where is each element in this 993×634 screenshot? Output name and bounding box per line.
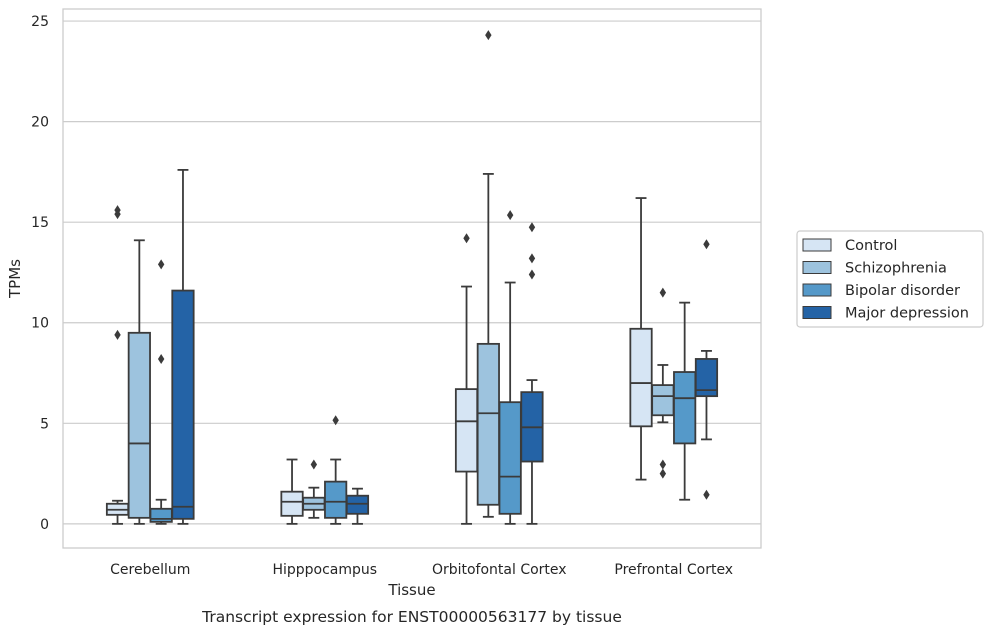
outlier-point [332,415,339,426]
box-3-2 [520,222,544,525]
box-3-1 [345,487,370,525]
box-1-2 [476,30,500,518]
box-body [345,494,370,515]
x-tick-label-0: Cerebellum [110,562,190,578]
x-tick-label-1: Hipppocampus [272,562,377,578]
outlier-point [310,459,318,470]
outlier-point [528,222,536,233]
box-2-1 [324,415,348,525]
box-body [127,331,151,519]
legend-label-1: Schizophrenia [845,261,947,277]
legend-label-0: Control [845,238,897,254]
outlier-point [485,30,492,41]
box-body [171,289,195,520]
outlier-point [114,329,121,340]
outlier-point [528,269,536,280]
legend-label-3: Major depression [845,306,969,322]
y-tick-label-25: 25 [31,14,49,30]
box-body [673,371,697,445]
box-3-0 [171,168,195,525]
outlier-point [703,489,710,500]
x-tick-label-2: Orbitofontal Cortex [432,562,567,578]
legend-swatch-2 [802,283,832,297]
legend-label-2: Bipolar disorder [845,283,960,299]
outlier-point [659,468,667,479]
box-body [476,342,500,506]
y-axis-label: TPMs [6,259,24,299]
outlier-point [659,287,667,298]
y-tick-label-5: 5 [40,416,49,432]
legend-frame [796,230,984,328]
chart-caption: Transcript expression for ENST0000056317… [201,608,622,626]
box-body [498,401,522,515]
box-0-1 [280,458,304,525]
legend-swatch-1 [802,261,832,274]
plot-area-frame [62,8,762,549]
legend: Control Schizophrenia Bipolar disorder Majo… [796,230,984,328]
box-body [149,507,173,523]
outlier-point [157,353,165,364]
outlier-point [659,459,667,470]
y-tick-label-10: 10 [31,316,49,332]
outlier-point [157,259,165,270]
y-tick-label-20: 20 [31,115,49,131]
box-0-0 [105,205,130,525]
box-1-0 [127,239,151,525]
legend-swatch-3 [802,306,832,319]
box-2-2 [498,210,522,525]
box-0-3 [629,197,653,481]
outlier-point [506,210,514,221]
outlier-point [703,239,710,250]
outlier-point [463,233,470,244]
outlier-point [114,205,121,216]
y-tick-label-0: 0 [40,517,49,533]
boxes-group [105,30,719,525]
plot-area-background [63,9,761,548]
y-tick-labels: 0 5 10 15 20 25 [31,14,49,533]
box-0-2 [454,233,479,525]
outlier-point [528,253,536,264]
x-tick-label-3: Prefrontal Cortex [614,562,733,578]
box-body [694,358,719,398]
box-body [629,327,653,428]
x-axis-label: Tissue [387,581,435,599]
box-2-3 [673,301,697,501]
box-body [651,384,675,417]
y-tick-label-15: 15 [31,215,49,231]
legend-swatch-0 [802,238,832,252]
box-body [280,490,304,517]
box-3-3 [694,239,719,500]
x-tick-labels: Cerebellum Hipppocampus Orbitofontal Corte… [110,562,733,578]
box-body [324,480,348,519]
box-body [454,388,479,473]
